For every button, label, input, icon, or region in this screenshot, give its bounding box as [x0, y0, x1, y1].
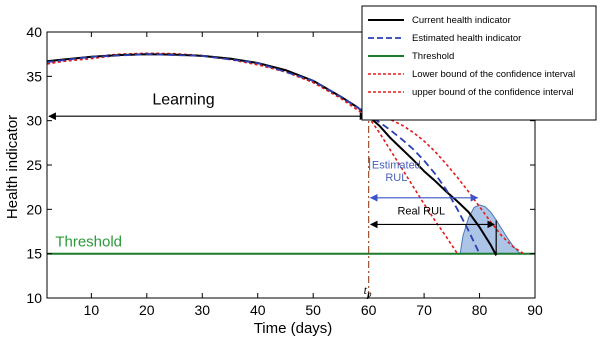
y-tick-label-15: 15	[26, 246, 42, 262]
threshold-label: Threshold	[55, 234, 122, 251]
y-tick-label-30: 30	[26, 113, 42, 129]
y-tick-label-25: 25	[26, 157, 42, 173]
legend-item-current: Current health indicator	[368, 15, 511, 26]
legend-label-current: Current health indicator	[412, 15, 511, 26]
series-line-lower	[46, 52, 459, 255]
rul-distribution-layer	[459, 204, 523, 255]
x-tick-label-50: 50	[305, 302, 321, 318]
legend-box	[361, 5, 597, 121]
x-tick-label-10: 10	[84, 302, 100, 318]
y-axis-title: Health indicator	[4, 115, 21, 219]
estimated-rul-label-line1: Estimated	[372, 160, 421, 172]
y-tick-label-10: 10	[26, 290, 42, 306]
legend-item-lower: Lower bound of the confidence interval	[368, 69, 575, 80]
rul-distribution-area	[459, 204, 523, 255]
legend-label-lower: Lower bound of the confidence interval	[412, 69, 575, 80]
x-tick-label-60: 60	[361, 302, 377, 318]
estimated-rul-label-line2: RUL	[385, 172, 407, 184]
legend: Current health indicator Estimated healt…	[361, 5, 597, 121]
x-tick-label-20: 20	[139, 302, 155, 318]
x-tick-label-90: 90	[527, 302, 543, 318]
legend-label-threshold: Threshold	[412, 51, 454, 62]
x-tick-label-40: 40	[250, 302, 266, 318]
x-tick-label-70: 70	[416, 302, 432, 318]
series-line-estimated	[46, 53, 481, 255]
y-tick-label-35: 35	[26, 68, 42, 84]
x-tick-label-30: 30	[194, 302, 210, 318]
tp-label: tp	[364, 283, 372, 299]
real-rul-label: Real RUL	[397, 206, 445, 218]
legend-item-upper: upper bound of the confidence interval	[368, 87, 574, 98]
x-tick-label-80: 80	[472, 302, 488, 318]
x-axis-title: Time (days)	[254, 320, 333, 337]
learning-label: Learning	[152, 92, 214, 109]
legend-label-upper: upper bound of the confidence interval	[412, 87, 574, 98]
axes-layer: 10 20 30 40 50 60 70 80 90 10 15 20 25 30 35 40	[26, 24, 543, 318]
legend-label-estimated: Estimated health indicator	[412, 33, 521, 44]
legend-item-estimated: Estimated health indicator	[368, 33, 521, 44]
legend-item-threshold: Threshold	[368, 51, 454, 62]
y-tick-label-20: 20	[26, 201, 42, 217]
y-tick-label-40: 40	[26, 24, 42, 40]
